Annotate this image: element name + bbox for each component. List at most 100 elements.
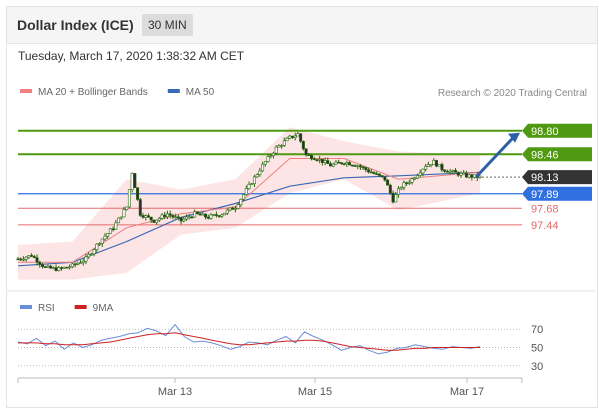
level-tag: [522, 123, 592, 138]
candle-body: [361, 166, 365, 169]
candle-body: [478, 175, 482, 178]
candle-body: [187, 216, 191, 219]
candle-body: [320, 158, 324, 163]
candle-body: [117, 217, 121, 224]
candle-body: [448, 170, 452, 173]
candle-body: [65, 266, 69, 269]
candle-body: [201, 213, 205, 216]
candle-body: [195, 211, 199, 215]
level-tag-label: 98.13: [531, 172, 559, 184]
candle-body: [269, 155, 273, 157]
candle-body: [358, 165, 362, 168]
candle-body: [464, 172, 468, 178]
candle-body: [27, 255, 31, 258]
level-tag: [522, 186, 592, 201]
candle-body: [288, 135, 292, 139]
candle-body: [350, 164, 354, 167]
candle-body: [293, 135, 297, 138]
candle-body: [179, 217, 183, 222]
candles: [16, 131, 482, 272]
candle-body: [231, 207, 235, 210]
legend-label: MA 50: [186, 87, 215, 98]
candle-body: [296, 133, 300, 137]
candle-body: [402, 182, 406, 188]
candle-body: [258, 170, 262, 175]
candle-body: [136, 187, 140, 200]
candle-body: [171, 215, 175, 218]
forecast-arrow-shaft: [474, 135, 516, 179]
candle-body: [310, 154, 314, 160]
rsi-tick-label: 50: [531, 343, 543, 355]
candle-body: [271, 152, 275, 156]
candle-body: [81, 260, 85, 264]
candle-body: [454, 170, 458, 173]
candle-body: [356, 165, 360, 168]
candle-body: [138, 199, 142, 216]
candle-body: [426, 164, 430, 167]
candle-body: [252, 176, 256, 185]
panel-header: Dollar Index (ICE) 30 MIN: [7, 7, 597, 44]
candle-body: [301, 141, 305, 150]
candle-body: [114, 222, 118, 230]
candle-body: [163, 214, 167, 218]
level-tag-label: 98.46: [531, 149, 559, 161]
candle-body: [92, 249, 96, 255]
candle-body: [182, 218, 186, 222]
candle-body: [242, 194, 246, 200]
rsi-series-9ma: [18, 332, 480, 351]
candle-body: [307, 154, 311, 157]
candle-body: [424, 166, 428, 170]
x-tick-label: Mar 17: [450, 386, 484, 398]
candle-body: [51, 267, 55, 269]
candle-body: [73, 263, 77, 266]
candle-body: [59, 267, 63, 269]
candle-body: [353, 165, 357, 167]
candle-body: [223, 212, 227, 216]
rsi-legend-swatch: [74, 305, 87, 309]
candle-body: [386, 179, 390, 186]
candle-body: [24, 256, 28, 260]
candle-body: [214, 214, 218, 216]
candle-body: [312, 158, 316, 161]
candle-body: [98, 243, 102, 245]
candle-body: [40, 264, 44, 267]
candle-body: [440, 164, 444, 171]
candle-body: [337, 161, 341, 164]
candle-body: [146, 215, 150, 218]
research-credit: Research © 2020 Trading Central: [438, 88, 587, 99]
candle-body: [100, 238, 104, 244]
candle-body: [204, 213, 208, 218]
candle-body: [383, 176, 387, 181]
candle-body: [21, 258, 25, 261]
candle-body: [285, 137, 289, 142]
candle-body: [70, 263, 74, 268]
candle-body: [16, 258, 20, 261]
candle-body: [217, 215, 221, 217]
candle-body: [432, 160, 436, 165]
candle-body: [38, 261, 42, 265]
candle-body: [198, 213, 202, 216]
level-tag: [522, 147, 592, 162]
candle-body: [280, 145, 284, 147]
timeframe-badge[interactable]: 30 MIN: [142, 14, 193, 36]
candle-body: [165, 213, 169, 218]
candle-body: [106, 233, 110, 237]
level-tag-label: 97.44: [531, 220, 559, 232]
candle-body: [49, 265, 53, 269]
candle-body: [87, 254, 91, 258]
candle-body: [79, 262, 83, 265]
candle-body: [329, 163, 333, 167]
legend-swatch: [167, 89, 180, 93]
candle-body: [326, 160, 330, 165]
candle-body: [244, 188, 248, 195]
candle-body: [239, 198, 243, 206]
candle-body: [54, 267, 58, 271]
candle-body: [89, 253, 93, 256]
candle-body: [315, 159, 319, 161]
candle-body: [155, 219, 159, 223]
candle-body: [261, 163, 265, 172]
timestamp: Tuesday, March 17, 2020 1:38:32 AM CET: [18, 49, 245, 63]
x-tick-label: Mar 15: [298, 386, 332, 398]
candle-body: [122, 209, 126, 218]
candle-body: [304, 148, 308, 156]
